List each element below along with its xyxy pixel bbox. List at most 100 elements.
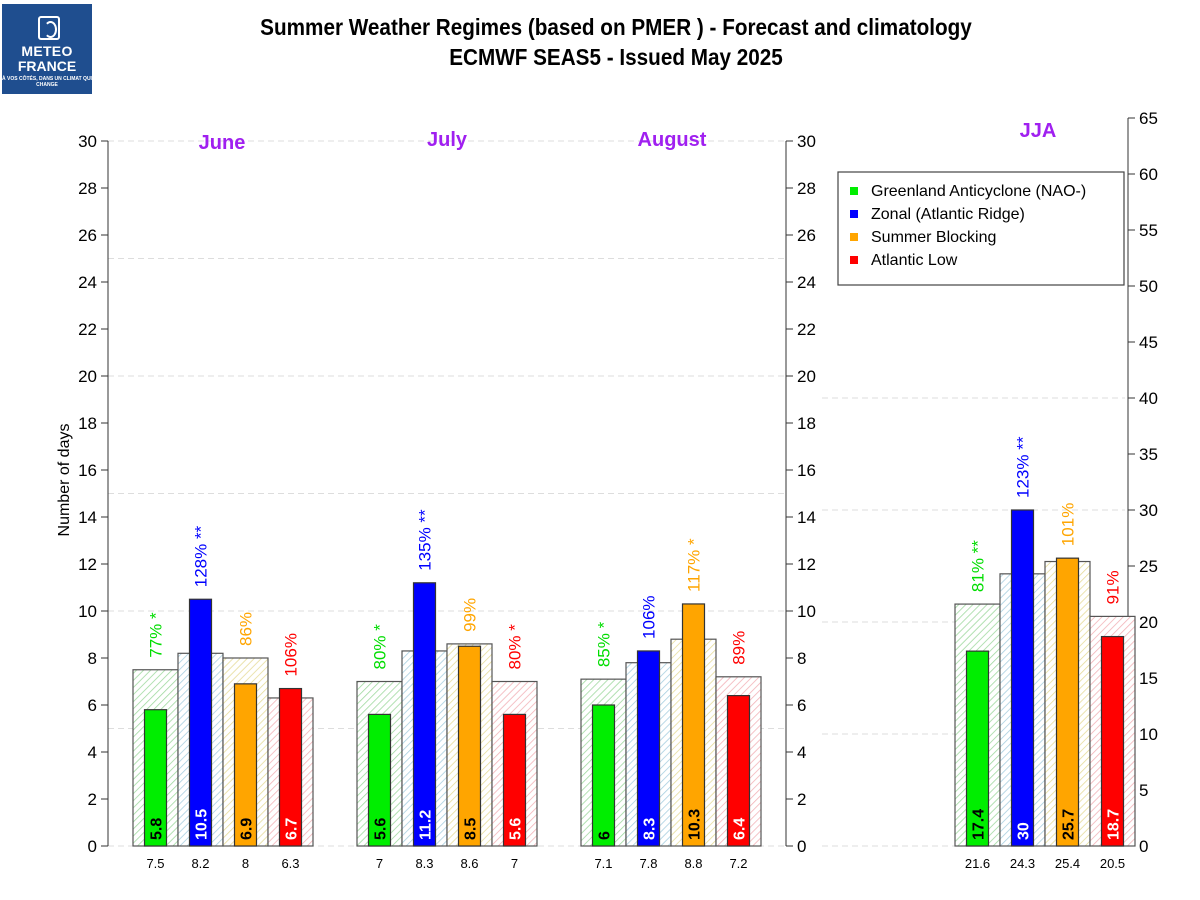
- percent-label: 80% *: [371, 624, 390, 670]
- y-tick-label-right: 25: [1139, 557, 1158, 576]
- forecast-bar: [1055, 557, 1080, 847]
- y-tick-label-middle: 10: [797, 602, 816, 621]
- chart-subtitle: ECMWF SEAS5 - Issued May 2025: [449, 44, 783, 70]
- bars: [132, 509, 1136, 847]
- forecast-bar: [457, 645, 482, 847]
- y-tick-label-right: 15: [1139, 669, 1158, 688]
- logo-line-1: METEO: [21, 43, 73, 59]
- y-tick-label-left: 6: [88, 696, 97, 715]
- y-tick-label-middle: 30: [797, 132, 816, 151]
- y-tick-label-right: 5: [1139, 781, 1148, 800]
- forecast-value-label: 5.6: [373, 818, 390, 840]
- y-tick-label-left: 10: [78, 602, 97, 621]
- climatology-value-label: 8: [242, 856, 249, 871]
- y-tick-label-middle: 12: [797, 555, 816, 574]
- y-tick-label-left: 4: [88, 743, 97, 762]
- climatology-value-label: 7: [511, 856, 518, 871]
- forecast-value-label: 6.7: [284, 818, 301, 840]
- percent-label: 101%: [1059, 503, 1078, 546]
- forecast-bar: [591, 704, 616, 847]
- forecast-value-label: 10.3: [687, 809, 704, 840]
- y-tick-label-left: 16: [78, 461, 97, 480]
- percent-label: 128% **: [192, 525, 211, 587]
- y-tick-label-middle: 26: [797, 226, 816, 245]
- forecast-bar: [681, 603, 706, 847]
- y-tick-label-left: 30: [78, 132, 97, 151]
- forecast-value-label: 5.6: [508, 818, 525, 840]
- logo-line-2: FRANCE: [17, 58, 77, 74]
- legend-swatch: [850, 187, 858, 195]
- forecast-bar: [965, 650, 990, 847]
- y-tick-label-right: 55: [1139, 221, 1158, 240]
- legend: Greenland Anticyclone (NAO-) Zonal (Atlan…: [837, 171, 1125, 286]
- month-label-jja: JJA: [1020, 120, 1057, 142]
- percent-label: 86%: [237, 612, 256, 646]
- forecast-bar: [143, 709, 168, 847]
- chart-title: Summer Weather Regimes (based on PMER ) …: [260, 14, 972, 40]
- climatology-value-label: 7.5: [146, 856, 164, 871]
- forecast-bar: [233, 683, 258, 847]
- percent-label: 80% *: [506, 624, 525, 670]
- forecast-value-label: 8.3: [642, 818, 659, 840]
- percent-label: 117% *: [685, 538, 704, 592]
- forecast-bar: [412, 582, 437, 847]
- forecast-value-label: 6.9: [239, 818, 256, 840]
- legend-box: [837, 171, 1125, 286]
- forecast-bar: [636, 650, 661, 847]
- climatology-value-label: 7.8: [639, 856, 657, 871]
- y-tick-label-left: 26: [78, 226, 97, 245]
- percent-label: 106%: [640, 595, 659, 638]
- forecast-bar: [502, 713, 527, 847]
- forecast-value-label: 18.7: [1106, 809, 1123, 840]
- percent-label: 123% **: [1014, 436, 1033, 498]
- percent-label: 89%: [730, 631, 749, 665]
- forecast-bar: [1010, 509, 1035, 847]
- y-tick-label-left: 2: [88, 790, 97, 809]
- y-tick-label-middle: 20: [797, 367, 816, 386]
- y-tick-label-left: 20: [78, 367, 97, 386]
- percent-label: 85% *: [595, 621, 614, 667]
- forecast-bar: [188, 598, 213, 847]
- month-label-june: June: [199, 132, 246, 154]
- climatology-value-label: 8.3: [415, 856, 433, 871]
- forecast-value-label: 10.5: [194, 809, 211, 840]
- y-tick-label-middle: 0: [797, 837, 806, 856]
- y-tick-label-middle: 16: [797, 461, 816, 480]
- forecast-value-label: 30: [1016, 822, 1033, 840]
- y-tick-label-left: 28: [78, 179, 97, 198]
- legend-swatch: [850, 233, 858, 241]
- y-tick-label-right: 0: [1139, 837, 1148, 856]
- percent-label: 99%: [461, 598, 480, 632]
- y-tick-label-middle: 4: [797, 743, 806, 762]
- climatology-value-label: 7.2: [729, 856, 747, 871]
- y-tick-label-middle: 14: [797, 508, 816, 527]
- y-tick-label-middle: 28: [797, 179, 816, 198]
- percent-label: 81% **: [969, 540, 988, 592]
- y-tick-label-right: 40: [1139, 389, 1158, 408]
- forecast-value-label: 5.8: [149, 818, 166, 840]
- meteo-france-logo-icon: [38, 16, 60, 40]
- legend-label: Summer Blocking: [871, 229, 996, 246]
- y-tick-label-right: 35: [1139, 445, 1158, 464]
- y-tick-label-middle: 8: [797, 649, 806, 668]
- labels: June 5.8 7.5 77% * 10.5 8.2 128% ** 6.9 8 86% 6.7 6…: [146, 120, 1125, 871]
- forecast-bar: [726, 694, 751, 847]
- y-tick-label-left: 14: [78, 508, 97, 527]
- y-tick-label-middle: 6: [797, 696, 806, 715]
- y-tick-label-right: 60: [1139, 165, 1158, 184]
- y-tick-label-right: 50: [1139, 277, 1158, 296]
- y-tick-label-middle: 18: [797, 414, 816, 433]
- climatology-value-label: 7: [376, 856, 383, 871]
- percent-label: 135% **: [416, 509, 435, 571]
- climatology-value-label: 7.1: [594, 856, 612, 871]
- y-tick-label-left: 8: [88, 649, 97, 668]
- forecast-value-label: 11.2: [418, 810, 435, 840]
- y-tick-label-middle: 22: [797, 320, 816, 339]
- percent-label: 91%: [1104, 570, 1123, 604]
- climatology-value-label: 25.4: [1055, 856, 1080, 871]
- forecast-value-label: 25.7: [1061, 809, 1078, 840]
- y-tick-label-left: 0: [88, 837, 97, 856]
- y-tick-label-right: 10: [1139, 725, 1158, 744]
- month-label-august: August: [638, 129, 707, 151]
- y-tick-label-middle: 24: [797, 273, 816, 292]
